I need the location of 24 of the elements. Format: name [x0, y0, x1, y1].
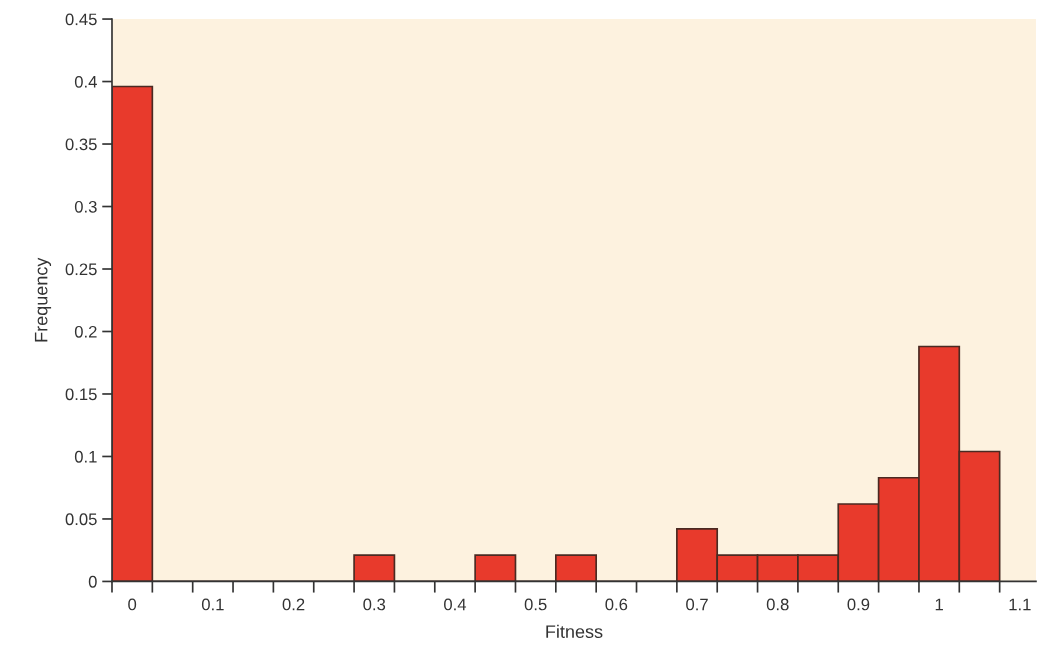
x-axis-title: Fitness	[546, 624, 603, 639]
x-tick-label: 1.1	[1009, 598, 1031, 611]
y-tick-label: 0.15	[65, 388, 97, 401]
x-tick-label: 0	[128, 598, 137, 611]
x-tick-label: 0.6	[605, 598, 628, 611]
y-tick-label: 0	[88, 575, 97, 588]
x-tick-label: 0.8	[766, 598, 789, 611]
y-tick-label: 0.05	[65, 513, 97, 526]
y-tick-label: 0.1	[74, 450, 97, 463]
y-tick-label: 0.45	[65, 13, 97, 26]
y-tick-label: 0.4	[74, 75, 97, 88]
y-tick-label: 0.3	[74, 200, 97, 213]
x-tick-label: 0.2	[282, 598, 305, 611]
y-axis-title: Frequency	[34, 257, 52, 342]
x-tick-label: 0.7	[686, 598, 708, 611]
x-tick-label: 0.3	[363, 598, 386, 611]
x-tick-label: 1	[935, 598, 943, 611]
y-tick-label: 0.2	[74, 325, 97, 338]
x-tick-label: 0.1	[201, 598, 224, 611]
y-tick-label: 0.35	[65, 138, 97, 151]
y-tick-label: 0.25	[65, 263, 97, 276]
x-tick-label: 0.4	[444, 598, 467, 611]
x-tick-label: 0.9	[847, 598, 870, 611]
x-tick-label: 0.5	[524, 598, 547, 611]
